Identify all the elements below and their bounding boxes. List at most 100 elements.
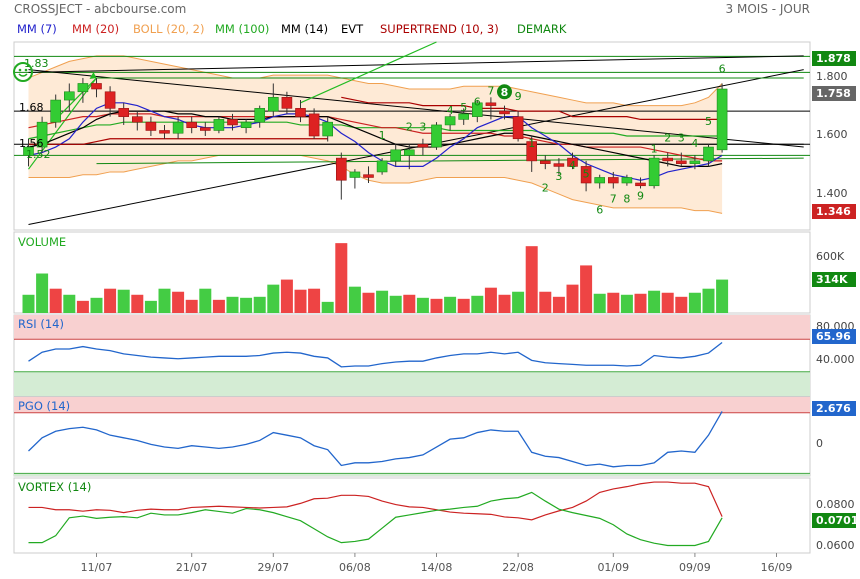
demark-count: 3 [678,132,685,145]
volume-bar [444,296,457,313]
demark-count: 9 [515,90,522,103]
demark-line-1 [55,77,97,120]
demark-count: 5 [583,167,590,180]
badge-0-0701: 0.0701 [816,514,858,527]
demark-line-0 [28,77,97,170]
demark-count: 2 [406,120,413,133]
trendline-0 [28,55,804,73]
candle [118,108,129,117]
vortex-panel [28,481,723,547]
demark-badge-circle [497,84,512,100]
candle [417,143,429,148]
volume-title: VOLUME [18,235,66,249]
volume-bar [117,289,130,313]
chart-period-label[interactable]: 3 MOIS - JOUR [726,2,810,16]
candle [471,102,483,117]
pgo-axis: 0 2.676 [812,401,856,450]
pgo-tick-0: 0 [816,437,823,450]
date-axis: 11/07 21/07 29/07 06/08 14/08 22/08 01/09 09/09… [81,553,792,574]
volume-bar [158,288,171,313]
badge-2-676-bg [812,401,856,416]
vortex-tick-0-06: 0.0600 [816,539,855,552]
candle [240,121,252,129]
volume-bar [416,297,429,313]
volume-bar [240,297,253,313]
rsi-title: RSI (14) [18,317,64,331]
legend-mm100[interactable]: MM (100) [215,22,269,36]
candle [539,160,551,164]
demark-count: 8 [623,192,630,205]
legend-mm7[interactable]: MM (7) [17,22,57,36]
price-tick-1-600: 1.600 [816,128,848,141]
volume-bar [104,288,117,313]
volume-bar [484,287,497,313]
volume-bar [76,300,89,313]
legend-mm20[interactable]: MM (20) [72,22,119,36]
volume-bar [63,294,76,313]
demark-count: 5 [460,101,467,114]
demark-count: 2 [542,181,549,194]
mm20-line [28,113,723,162]
candle [621,177,633,184]
candle [512,116,524,140]
candle [553,163,565,167]
badge-314k-bg [812,272,856,287]
candle [689,160,701,164]
bollinger-lower-line [28,154,723,214]
volume-panel [22,243,729,313]
legend-boll[interactable]: BOLL (20, 2) [133,22,204,36]
badge-65-96-bg [812,329,856,344]
legend-mm14[interactable]: MM (14) [281,22,328,36]
rsi-line [28,342,723,368]
demark-count: 7 [610,192,617,205]
candle [200,127,211,131]
volume-bar [539,291,552,313]
demark-count: 2 [664,132,671,145]
candle [50,99,62,123]
date-tick-label: 29/07 [257,561,289,574]
legend-evt[interactable]: EVT [341,22,364,36]
demark-count: 5 [705,115,712,128]
pgo-panel [14,397,810,476]
volume-bar [199,288,212,313]
candle [23,146,34,156]
volume-axis: 600K 314K [812,250,856,287]
legend-supertrend[interactable]: SUPERTREND (10, 3) [380,22,499,36]
candle [104,91,116,109]
demark-count: 6 [719,62,726,75]
badge-314k: 314K [816,273,848,286]
date-tick-label: 22/08 [502,561,534,574]
candle [295,108,306,117]
candle [145,121,157,131]
volume-bar [403,294,416,313]
candle [376,160,388,173]
volume-bar [661,292,674,313]
demark-count: 3 [555,170,562,183]
candle [254,108,265,123]
volume-bar [172,291,185,313]
candle [648,157,660,187]
candle [485,102,497,106]
date-tick-label: 11/07 [81,561,113,574]
badge-2-676: 2.676 [816,402,851,415]
rsi-panel [14,315,810,396]
volume-bar [593,293,606,313]
badge-1-878-bg [812,51,856,66]
vortex-panel-frame [13,477,811,554]
demark-count: 1 [379,129,386,142]
date-tick-label: 21/07 [176,561,208,574]
vortex-plus-line [28,491,723,547]
candle [431,124,442,148]
volume-bar [688,292,701,313]
legend-demark[interactable]: DEMARK [517,22,567,36]
candle [172,121,184,134]
candle [308,113,320,137]
volume-bar [457,298,470,313]
candle [580,166,592,184]
pgo-title: PGO (14) [18,399,70,413]
pgo-upper-zone [14,397,810,413]
candle [363,174,374,178]
candle [91,83,102,90]
